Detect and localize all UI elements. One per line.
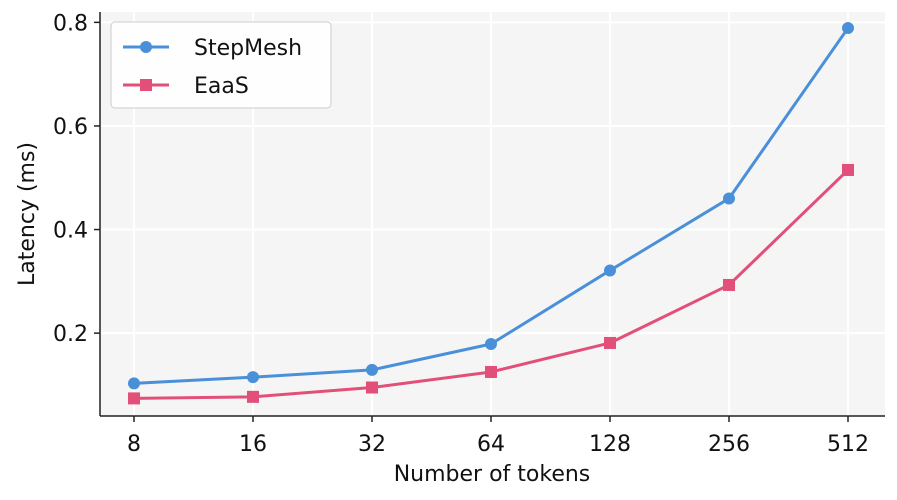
legend: StepMesh EaaS	[110, 21, 332, 109]
legend-item-stepmesh: StepMesh	[123, 36, 302, 61]
legend-label-stepmesh: StepMesh	[194, 36, 302, 61]
x-tick-label: 32	[358, 432, 386, 457]
x-tick-label: 128	[589, 432, 631, 457]
data-point-eaas	[366, 381, 378, 394]
data-point-stepmesh	[128, 377, 140, 390]
y-tick-label: 0.6	[53, 115, 88, 140]
data-point-eaas	[842, 163, 854, 176]
x-axis-title: Number of tokens	[394, 462, 591, 487]
data-point-eaas	[723, 278, 735, 291]
y-ticks: 0.2 0.4 0.6 0.8	[53, 11, 100, 347]
series-eaas	[128, 163, 854, 405]
data-point-stepmesh	[842, 22, 854, 35]
data-point-stepmesh	[247, 371, 259, 384]
x-tick-label: 512	[827, 432, 869, 457]
data-point-stepmesh	[723, 192, 735, 205]
data-point-eaas	[128, 392, 140, 405]
data-point-stepmesh	[485, 338, 497, 351]
legend-item-eaas: EaaS	[123, 74, 249, 99]
x-tick-label: 64	[477, 432, 505, 457]
x-tick-label: 16	[239, 432, 267, 457]
legend-marker-stepmesh	[140, 41, 152, 53]
data-point-stepmesh	[604, 264, 616, 277]
y-tick-label: 0.4	[53, 219, 88, 244]
y-axis-title: Latency (ms)	[15, 142, 40, 286]
x-tick-label: 256	[708, 432, 750, 457]
y-tick-label: 0.8	[53, 11, 88, 36]
legend-marker-eaas	[140, 79, 152, 91]
legend-label-eaas: EaaS	[194, 74, 249, 99]
data-point-eaas	[247, 390, 259, 403]
data-point-eaas	[604, 336, 616, 349]
x-ticks: 8 16 32 64 128 256 512	[127, 416, 869, 457]
data-point-eaas	[485, 365, 497, 378]
x-tick-label: 8	[127, 432, 141, 457]
data-point-stepmesh	[366, 363, 378, 376]
series-layer	[128, 22, 854, 405]
series-stepmesh	[128, 22, 854, 390]
y-tick-label: 0.2	[53, 322, 88, 347]
